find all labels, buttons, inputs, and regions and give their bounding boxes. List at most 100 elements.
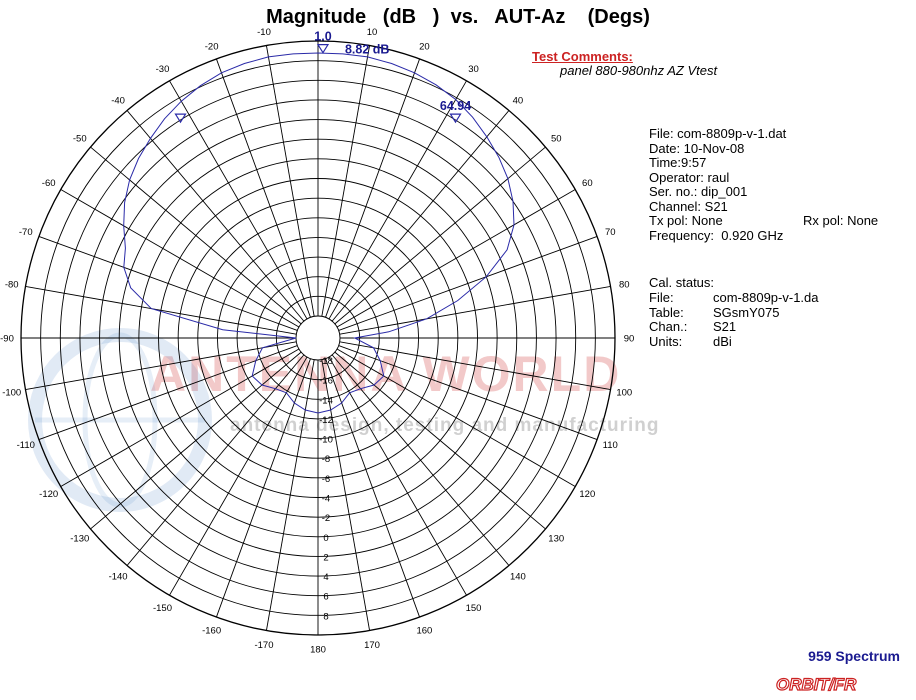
radial-tick-label: -14: [319, 395, 333, 406]
angle-tick-label: 50: [551, 134, 562, 145]
grid-spoke: [265, 359, 315, 631]
cal-status-value: dBi: [713, 333, 732, 349]
grid-spoke: [334, 351, 546, 530]
radial-tick-label: -12: [319, 415, 333, 426]
cal-status-heading: Cal. status:: [649, 275, 715, 290]
grid-spoke: [331, 110, 510, 322]
angle-tick-label: 150: [466, 603, 482, 614]
file-info-key: Frequency: 0.920 GHz: [649, 227, 784, 243]
file-info-key: Time:9:57: [649, 155, 707, 170]
angle-tick-label: -170: [254, 640, 273, 651]
grid-spoke: [336, 189, 576, 328]
marker-triangle-icon: [449, 113, 462, 124]
angle-tick-label: 70: [605, 227, 616, 238]
grid-spoke: [126, 354, 305, 566]
angle-tick-label: -30: [156, 64, 170, 75]
angle-tick-label: 30: [468, 64, 479, 75]
grid-spoke: [325, 58, 421, 318]
pattern-trace: [123, 52, 515, 414]
grid-spoke: [38, 345, 298, 441]
file-info-key: Date: 10-Nov-08: [649, 140, 745, 156]
angle-tick-label: 160: [416, 626, 432, 637]
file-info-key: Operator: raul: [649, 169, 730, 185]
marker-triangle-icon: [174, 113, 187, 124]
cal-status-key: Table:: [649, 304, 684, 320]
file-info-key: File: com-8809p-v-1.dat: [649, 126, 787, 141]
radial-tick-label: -8: [322, 454, 330, 465]
grid-spoke: [25, 285, 297, 335]
radial-tick-label: 4: [323, 572, 328, 583]
cal-status-key: File:: [649, 290, 674, 305]
file-info-value: Rx pol: None: [803, 213, 879, 228]
grid-spoke: [339, 285, 611, 335]
radial-tick-label: -16: [319, 376, 333, 387]
angle-tick-label: -60: [42, 178, 56, 189]
grid-spoke: [328, 356, 467, 596]
angle-tick-label: -110: [17, 440, 35, 451]
angle-tick-label: -140: [109, 572, 128, 583]
product-label: 959 Spectrum: [808, 648, 900, 664]
radial-tick-label: -10: [319, 435, 333, 446]
grid-spoke: [334, 146, 546, 325]
angle-labels: -170-160-150-140-130-120-110-100-90-80-7…: [0, 27, 634, 655]
grid-spoke: [60, 189, 300, 328]
grid-spoke: [215, 358, 311, 618]
radial-labels: -18 -16 -14 -12 -10 -8 -6 -4 -2 0 2 4 6 8: [319, 356, 333, 622]
marker-value-label: 8.82 dB: [345, 43, 389, 57]
angle-tick-label: -40: [111, 95, 125, 106]
marker-label: 64.94: [440, 99, 471, 113]
grid-spoke: [331, 354, 510, 566]
marker-triangle-icon: [316, 44, 330, 54]
grid-spoke: [321, 45, 371, 317]
angle-tick-label: -100: [2, 388, 21, 399]
orbit-fr-logo: ORBIT/FR: [774, 674, 902, 695]
angle-tick-label: 110: [603, 440, 618, 451]
radial-tick-label: 2: [323, 552, 328, 563]
grid-spoke: [336, 348, 576, 487]
chart-title: Magnitude (dB ) vs. AUT-Az (Degs): [266, 6, 650, 28]
radial-tick-label: -18: [319, 356, 333, 367]
angle-tick-label: -50: [73, 134, 87, 145]
radial-tick-label: -4: [322, 494, 330, 505]
radial-tick-label: 0: [323, 533, 328, 544]
file-info-key: Tx pol: None: [649, 213, 723, 228]
angle-tick-label: 60: [582, 178, 593, 189]
grid-spoke: [90, 351, 302, 530]
polar-grid: [20, 40, 616, 636]
grid-spoke: [169, 356, 308, 596]
cal-status-key: Units:: [649, 333, 683, 349]
grid-spoke: [339, 341, 611, 391]
grid-ring: [295, 315, 341, 361]
angle-tick-label: -130: [70, 533, 89, 544]
grid-spoke: [25, 341, 297, 391]
radial-tick-label: -2: [322, 513, 330, 524]
angle-tick-label: 180: [310, 645, 326, 656]
angle-tick-label: 140: [510, 572, 526, 583]
grid-spoke: [338, 345, 598, 441]
angle-tick-label: 20: [419, 41, 430, 52]
angle-tick-label: -120: [39, 489, 58, 500]
grid-spoke: [215, 58, 311, 318]
angle-tick-label: 130: [548, 533, 564, 544]
cal-status-value: com-8809p-v-1.da: [713, 290, 819, 305]
test-comments-label: Test Comments:: [532, 49, 633, 64]
grid-spoke: [328, 80, 467, 320]
radial-tick-label: 6: [323, 592, 328, 603]
orbit-fr-logo-text: ORBIT/FR: [776, 675, 857, 694]
grid-spoke: [90, 146, 302, 325]
angle-tick-label: 120: [579, 489, 595, 500]
angle-tick-label: 10: [367, 27, 378, 38]
watermark-globe-icon: [28, 328, 212, 512]
file-info-key: Channel: S21: [649, 198, 728, 214]
grid-spoke: [169, 80, 308, 320]
markers: 1.0 8.82 dB 64.94: [174, 30, 471, 124]
angle-tick-label: 170: [364, 640, 380, 651]
angle-tick-label: 90: [624, 334, 635, 345]
angle-tick-label: -10: [257, 27, 271, 38]
grid-spoke: [60, 348, 300, 487]
test-comments-text: panel 880-980nhz AZ Vtest: [560, 63, 718, 78]
angle-tick-label: -20: [205, 41, 219, 52]
file-info-key: Ser. no.: dip_001: [649, 184, 748, 199]
grid-spoke: [325, 358, 421, 618]
